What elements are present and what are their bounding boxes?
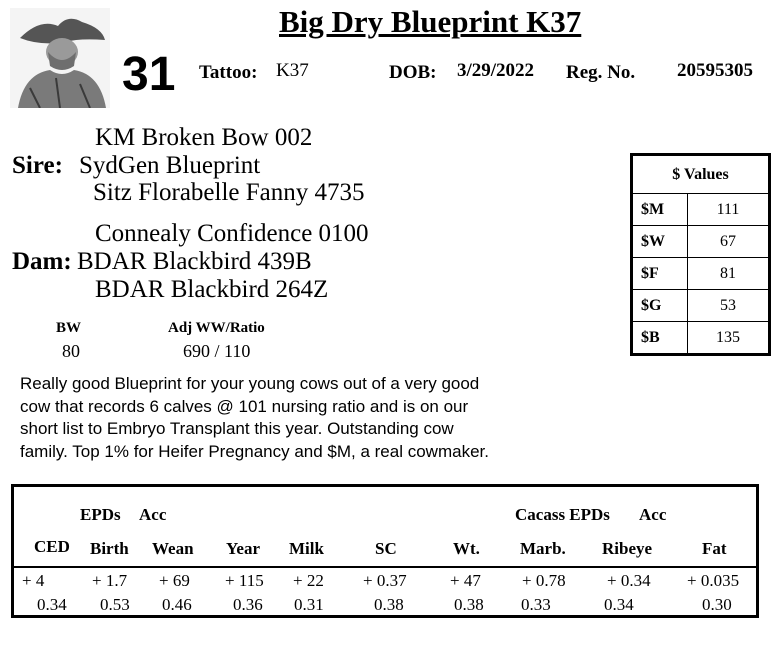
tattoo-value: K37 <box>276 60 309 81</box>
acc-value: 0.38 <box>374 595 404 614</box>
sire-sire: KM Broken Bow 002 <box>95 124 313 151</box>
dob-label: DOB: <box>389 62 437 83</box>
dollar-value: 135 <box>687 321 770 355</box>
dollar-label: $M <box>631 193 688 226</box>
sire-name: SydGen Blueprint <box>79 152 261 179</box>
bw-value: 80 <box>62 341 80 361</box>
table-row: $G 53 <box>631 289 770 322</box>
carcass-group-label: Cacass EPDs <box>515 505 610 524</box>
table-row: $F 81 <box>631 257 770 290</box>
epd-col-header: Fat <box>702 539 727 558</box>
dollar-label: $G <box>631 289 688 322</box>
epd-col-header: Birth <box>90 539 129 558</box>
epd-table: EPDs Acc Cacass EPDs Acc CED Birth Wean … <box>11 484 759 618</box>
epds-group-acc: Acc <box>139 505 167 524</box>
acc-value: 0.34 <box>37 595 67 614</box>
description: Really good Blueprint for your young cow… <box>20 374 489 461</box>
epds-group-label: EPDs <box>80 505 121 524</box>
epd-value: + 0.78 <box>522 571 566 590</box>
table-row: $B 135 <box>631 321 770 355</box>
table-row: $W 67 <box>631 225 770 258</box>
epd-value: + 0.37 <box>363 571 407 590</box>
dam-sire: Connealy Confidence 0100 <box>95 220 369 247</box>
epd-value: + 69 <box>159 571 190 590</box>
dollar-values-header: $ Values <box>631 154 770 194</box>
epd-value: + 47 <box>450 571 481 590</box>
epd-col-header: CED <box>34 537 70 556</box>
dollar-label: $W <box>631 225 688 258</box>
dollar-value: 111 <box>687 193 770 226</box>
dam-dam: BDAR Blackbird 264Z <box>95 276 329 303</box>
epd-col-header: Milk <box>289 539 324 558</box>
ww-label: Adj WW/Ratio <box>168 320 265 336</box>
acc-value: 0.30 <box>702 595 732 614</box>
epd-col-header: Year <box>226 539 260 558</box>
epd-value: + 0.035 <box>687 571 740 590</box>
epd-value: + 4 <box>22 571 45 590</box>
dob-value: 3/29/2022 <box>457 60 535 81</box>
tattoo-label: Tattoo: <box>199 62 258 83</box>
epd-col-header: Wt. <box>453 539 480 558</box>
epd-col-header: Wean <box>152 539 194 558</box>
lot-number: 31 <box>122 48 176 101</box>
page-title: Big Dry Blueprint K37 <box>279 4 582 39</box>
dollar-label: $F <box>631 257 688 290</box>
bw-label: BW <box>56 320 82 336</box>
dollar-values-table: $ Values $M 111 $W 67 $F 81 $G 53 $B 135 <box>630 153 771 356</box>
epd-col-header: Ribeye <box>602 539 653 558</box>
carcass-group-acc: Acc <box>639 505 667 524</box>
sire-dam: Sitz Florabelle Fanny 4735 <box>93 179 365 206</box>
dollar-value: 53 <box>687 289 770 322</box>
acc-value: 0.53 <box>100 595 130 614</box>
table-row: $M 111 <box>631 193 770 226</box>
acc-value: 0.33 <box>521 595 551 614</box>
epd-value: + 0.34 <box>607 571 651 590</box>
dam-name: BDAR Blackbird 439B <box>77 248 312 275</box>
epd-value: + 1.7 <box>92 571 128 590</box>
dollar-value: 67 <box>687 225 770 258</box>
acc-value: 0.46 <box>162 595 192 614</box>
epd-value: + 115 <box>225 571 264 590</box>
epd-divider <box>14 566 756 568</box>
epd-col-header: SC <box>375 539 397 558</box>
acc-value: 0.36 <box>233 595 263 614</box>
dollar-value: 81 <box>687 257 770 290</box>
dam-label: Dam: <box>12 248 72 275</box>
epd-value: + 22 <box>293 571 324 590</box>
sire-label: Sire: <box>12 152 63 179</box>
acc-value: 0.34 <box>604 595 634 614</box>
reg-label: Reg. No. <box>566 62 636 83</box>
ww-value: 690 / 110 <box>183 341 251 361</box>
epd-col-header: Marb. <box>520 539 566 558</box>
dollar-label: $B <box>631 321 688 355</box>
reg-value: 20595305 <box>677 60 753 81</box>
acc-value: 0.31 <box>294 595 324 614</box>
acc-value: 0.38 <box>454 595 484 614</box>
cowboy-logo <box>10 8 110 108</box>
